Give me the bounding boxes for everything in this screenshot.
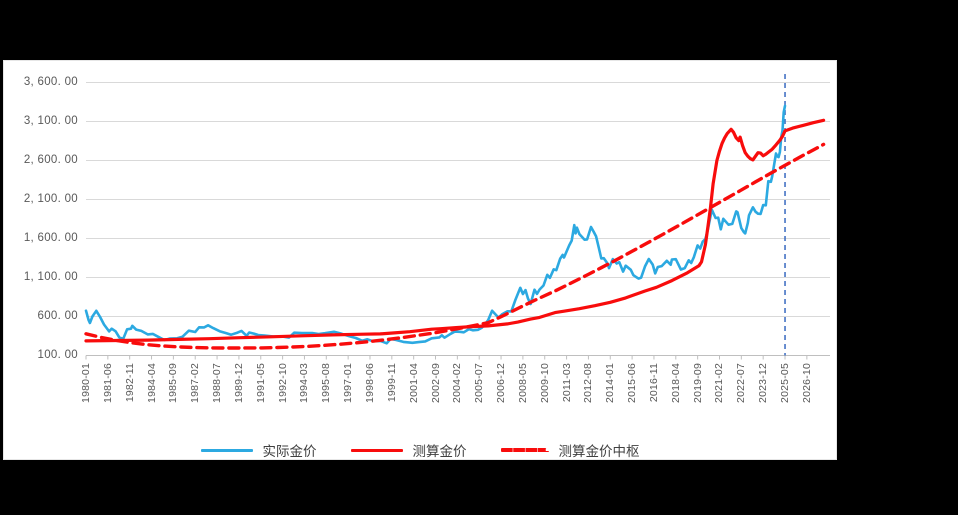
x-axis-label: 2006-12 bbox=[495, 363, 508, 403]
x-axis-label: 1987-02 bbox=[189, 363, 202, 403]
x-axis-label: 1991-05 bbox=[254, 363, 267, 403]
x-axis-label: 1984-04 bbox=[145, 363, 158, 403]
x-axis-label: 2011-03 bbox=[560, 363, 573, 403]
y-axis-label: 3, 100. 00 bbox=[23, 114, 78, 127]
x-axis-label: 2012-08 bbox=[582, 363, 595, 403]
legend-item-center: 测算金价中枢 bbox=[500, 440, 640, 460]
legend-calculated-line-swatch bbox=[350, 448, 403, 452]
series-line-1 bbox=[84, 118, 826, 343]
x-axis-label: 2002-09 bbox=[429, 363, 442, 403]
chart-panel: 3, 600. 00 3, 100. 00 2, 600. 00 2, 100. 00… bbox=[3, 60, 837, 460]
x-axis-label: 2022-07 bbox=[735, 363, 748, 403]
legend-item-calculated: 测算金价 bbox=[350, 440, 467, 460]
x-axis-label: 2014-01 bbox=[604, 363, 617, 403]
x-axis-label: 2009-10 bbox=[538, 363, 551, 403]
series-line-0 bbox=[84, 104, 787, 345]
legend-actual-line-swatch bbox=[200, 448, 253, 452]
x-axis-label: 1988-07 bbox=[211, 363, 224, 403]
y-axis-label: 3, 600. 00 bbox=[23, 75, 78, 88]
x-axis-label: 1989-12 bbox=[232, 363, 245, 403]
x-axis-label: 2008-05 bbox=[516, 363, 529, 403]
y-axis-label: 600. 00 bbox=[37, 309, 78, 322]
x-axis-label: 1985-09 bbox=[167, 363, 180, 403]
x-axis-label: 2023-12 bbox=[757, 363, 770, 403]
x-axis-label: 2004-02 bbox=[451, 363, 464, 403]
x-axis-label: 1997-01 bbox=[342, 363, 355, 403]
series-line-2 bbox=[84, 142, 826, 350]
x-axis-label: 1980-01 bbox=[80, 363, 92, 403]
x-axis-label: 2025-05 bbox=[779, 363, 792, 403]
x-axis-label: 2016-11 bbox=[647, 363, 660, 403]
legend-center-label: 测算金价中枢 bbox=[558, 444, 640, 459]
legend: 实际金价 测算金价 测算金价中枢 bbox=[4, 439, 836, 461]
x-axis-label: 2021-02 bbox=[713, 363, 726, 403]
x-axis-label: 2001-04 bbox=[407, 363, 420, 403]
legend-calculated-label: 测算金价 bbox=[412, 444, 467, 459]
y-axis-label: 2, 100. 00 bbox=[23, 192, 78, 205]
x-axis-label: 2019-09 bbox=[691, 363, 704, 403]
x-axis-label: 1994-03 bbox=[298, 363, 311, 403]
x-axis-label: 1982-11 bbox=[123, 363, 136, 403]
x-axis-label: 2005-07 bbox=[473, 363, 486, 403]
legend-item-actual: 实际金价 bbox=[200, 440, 317, 460]
x-axis-label: 1995-08 bbox=[320, 363, 333, 403]
x-axis-label: 1999-11 bbox=[385, 363, 398, 403]
y-axis-label: 2, 600. 00 bbox=[23, 153, 78, 166]
legend-center-line-swatch bbox=[500, 448, 549, 452]
y-axis-label: 1, 600. 00 bbox=[23, 231, 78, 244]
x-axis-label: 2026-10 bbox=[800, 363, 813, 403]
y-axis-label: 100. 00 bbox=[37, 348, 78, 361]
x-axis-label: 2015-06 bbox=[626, 363, 639, 403]
legend-actual-label: 实际金价 bbox=[262, 444, 317, 459]
x-axis-label: 1992-10 bbox=[276, 363, 289, 403]
plot-area bbox=[84, 74, 830, 360]
x-axis-label: 2018-04 bbox=[669, 363, 682, 403]
y-axis-label: 1, 100. 00 bbox=[23, 270, 78, 283]
x-axis-label: 1998-06 bbox=[363, 363, 376, 403]
x-axis-label: 1981-06 bbox=[101, 363, 114, 403]
